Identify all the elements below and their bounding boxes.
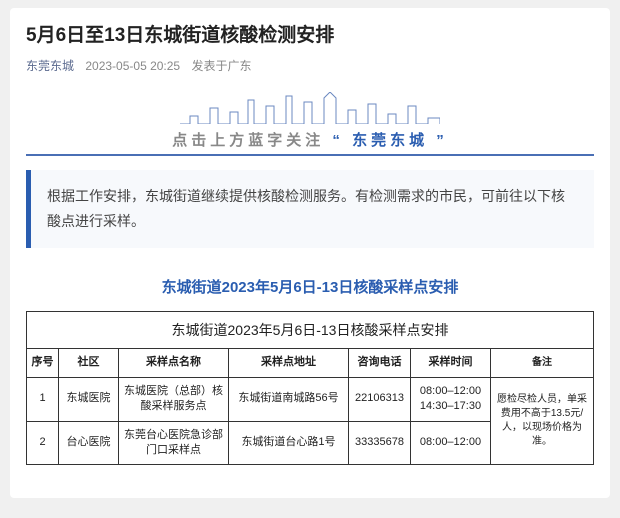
cell-name: 东莞台心医院急诊部门口采样点: [119, 421, 229, 465]
section-subtitle: 东城街道2023年5月6日-13日核酸采样点安排: [26, 276, 594, 297]
cell-time: 08:00–12:00: [411, 421, 491, 465]
th-time: 采样时间: [411, 349, 491, 377]
follow-banner: 点击上方蓝字关注 “ 东莞东城 ”: [26, 86, 594, 156]
th-community: 社区: [59, 349, 119, 377]
publish-time: 2023-05-05 20:25: [85, 59, 180, 73]
banner-account-name[interactable]: 东莞东城: [352, 132, 428, 149]
skyline-icon: [180, 92, 440, 124]
author-link[interactable]: 东莞东城: [26, 59, 74, 73]
th-tel: 咨询电话: [349, 349, 411, 377]
cell-seq: 2: [27, 421, 59, 465]
th-address: 采样点地址: [229, 349, 349, 377]
th-name: 采样点名称: [119, 349, 229, 377]
table-caption: 东城街道2023年5月6日-13日核酸采样点安排: [26, 311, 594, 348]
cell-time: 08:00–12:00 14:30–17:30: [411, 377, 491, 421]
cell-community: 台心医院: [59, 421, 119, 465]
cell-seq: 1: [27, 377, 59, 421]
th-seq: 序号: [27, 349, 59, 377]
cell-name: 东城医院（总部）核酸采样服务点: [119, 377, 229, 421]
banner-quote-open: “: [332, 132, 344, 149]
article-page: 5月6日至13日东城街道核酸检测安排 东莞东城 2023-05-05 20:25…: [10, 8, 610, 498]
cell-address: 东城街道南城路56号: [229, 377, 349, 421]
cell-community: 东城医院: [59, 377, 119, 421]
banner-text: 点击上方蓝字关注 “ 东莞东城 ”: [26, 129, 594, 150]
cell-note: 愿检尽检人员，单采费用不高于13.5元/人，以现场价格为准。: [491, 377, 594, 465]
article-title: 5月6日至13日东城街道核酸检测安排: [26, 20, 594, 47]
cell-tel: 22106313: [349, 377, 411, 421]
banner-prefix: 点击上方蓝字关注: [172, 132, 324, 149]
schedule-table: 东城街道2023年5月6日-13日核酸采样点安排 序号 社区 采样点名称 采样点…: [26, 311, 594, 465]
table-row: 1 东城医院 东城医院（总部）核酸采样服务点 东城街道南城路56号 221063…: [27, 377, 594, 421]
th-note: 备注: [491, 349, 594, 377]
intro-box: 根据工作安排，东城街道继续提供核酸检测服务。有检测需求的市民，可前往以下核酸点进…: [26, 170, 594, 248]
article-meta: 东莞东城 2023-05-05 20:25 发表于广东: [26, 57, 594, 74]
cell-tel: 33335678: [349, 421, 411, 465]
cell-address: 东城街道台心路1号: [229, 421, 349, 465]
banner-quote-close: ”: [436, 132, 448, 149]
publish-location: 发表于广东: [191, 59, 251, 73]
table-header-row: 序号 社区 采样点名称 采样点地址 咨询电话 采样时间 备注: [27, 349, 594, 377]
